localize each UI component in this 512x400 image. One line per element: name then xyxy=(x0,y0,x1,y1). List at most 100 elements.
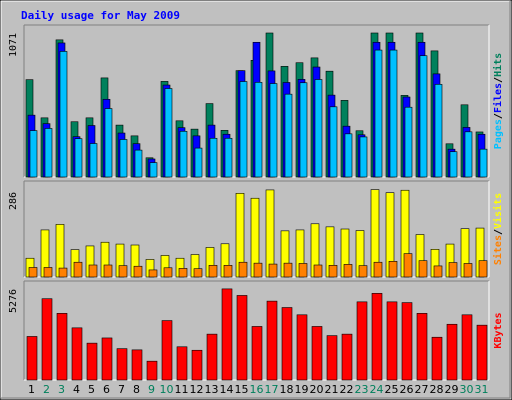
kbytes-bar-6 xyxy=(101,337,113,381)
x-label-day-6: 6 xyxy=(103,383,110,396)
sites-bar-24 xyxy=(373,261,383,278)
x-label-day-12: 12 xyxy=(190,383,204,396)
chart-panels: 1071Pages/Files/Hits286Sites/Visits5276K… xyxy=(8,24,504,381)
x-label-day-8: 8 xyxy=(133,383,140,396)
sites-bar-13 xyxy=(208,265,218,278)
kbytes-bar-28 xyxy=(431,336,443,381)
kbytes-bar-15 xyxy=(236,295,248,381)
legend-sites: Sites xyxy=(492,235,504,265)
kbytes-bar-19 xyxy=(296,314,308,381)
x-label-day-13: 13 xyxy=(205,383,219,396)
x-label-day-29: 29 xyxy=(445,383,459,396)
x-label-day-16: 16 xyxy=(250,383,264,396)
pages-bar-2 xyxy=(44,128,53,178)
sites-bar-2 xyxy=(43,267,53,278)
x-label-day-5: 5 xyxy=(88,383,95,396)
pages-bar-5 xyxy=(89,143,98,178)
pages-bar-7 xyxy=(119,139,128,178)
panel-1-legend: Sites/Visits xyxy=(492,193,504,265)
kbytes-bar-10 xyxy=(161,320,173,381)
legend-hits: Hits xyxy=(492,53,504,77)
sites-bar-28 xyxy=(433,265,443,278)
kbytes-bar-4 xyxy=(71,327,83,381)
panel-0-y-max-label: 1071 xyxy=(8,33,19,57)
legend-separator: / xyxy=(493,113,504,119)
sites-bar-25 xyxy=(388,261,398,278)
pages-bar-13 xyxy=(209,137,218,178)
sites-bar-16 xyxy=(253,262,263,278)
pages-bar-3 xyxy=(59,51,68,178)
x-label-day-28: 28 xyxy=(430,383,444,396)
sites-bar-23 xyxy=(358,265,368,278)
kbytes-bar-13 xyxy=(206,333,218,381)
kbytes-bar-29 xyxy=(446,323,458,381)
pages-bar-17 xyxy=(269,83,278,178)
kbytes-bar-5 xyxy=(86,342,98,381)
pages-bar-25 xyxy=(389,49,398,178)
sites-bar-21 xyxy=(328,265,338,278)
pages-bar-31 xyxy=(479,148,488,178)
x-label-day-21: 21 xyxy=(325,383,339,396)
kbytes-bar-3 xyxy=(56,313,68,381)
pages-bar-12 xyxy=(194,147,203,178)
pages-bar-9 xyxy=(149,162,158,178)
panel-2-y-max-label: 5276 xyxy=(8,289,19,313)
sites-bar-31 xyxy=(478,260,488,278)
panel-2-legend: KBytes xyxy=(493,312,504,348)
x-label-day-4: 4 xyxy=(73,383,80,396)
panel-1-y-max-label: 286 xyxy=(8,192,19,210)
kbytes-bar-16 xyxy=(251,326,263,381)
pages-bar-4 xyxy=(74,138,83,178)
sites-bar-27 xyxy=(418,260,428,278)
x-label-day-2: 2 xyxy=(43,383,50,396)
legend-kbytes: KBytes xyxy=(493,312,504,348)
pages-bar-19 xyxy=(299,82,308,178)
pages-bar-16 xyxy=(254,82,263,178)
pages-bar-14 xyxy=(224,137,233,178)
kbytes-bar-8 xyxy=(131,349,143,381)
kbytes-bar-30 xyxy=(461,314,473,381)
sites-bar-18 xyxy=(283,262,293,278)
x-label-day-19: 19 xyxy=(295,383,309,396)
pages-bar-27 xyxy=(419,55,428,178)
pages-bar-6 xyxy=(104,108,113,178)
x-label-day-1: 1 xyxy=(28,383,35,396)
x-label-day-27: 27 xyxy=(415,383,429,396)
x-label-day-30: 30 xyxy=(460,383,474,396)
x-axis-labels: 1 2 3 4 5 6 7 8 9 10 11 12 13 14 15 16 17 18 19 20 21 22 23 24 2… xyxy=(28,383,489,396)
pages-bar-20 xyxy=(314,79,323,178)
kbytes-bar-21 xyxy=(326,335,338,381)
kbytes-bar-31 xyxy=(476,324,488,381)
kbytes-bar-26 xyxy=(401,302,413,381)
pages-bar-29 xyxy=(449,151,458,178)
kbytes-bar-1 xyxy=(26,336,38,381)
sites-bar-10 xyxy=(163,267,173,278)
x-label-day-9: 9 xyxy=(148,383,155,396)
legend-separator: / xyxy=(493,229,504,235)
legend-separator: / xyxy=(493,77,504,83)
x-label-day-20: 20 xyxy=(310,383,324,396)
sites-bar-20 xyxy=(313,264,323,278)
legend-pages: Pages xyxy=(493,119,504,149)
sites-bar-12 xyxy=(193,268,203,278)
sites-bar-1 xyxy=(28,267,38,278)
sites-bar-4 xyxy=(73,261,83,278)
legend-visits: Visits xyxy=(492,193,504,229)
x-label-day-10: 10 xyxy=(160,383,174,396)
pages-bar-30 xyxy=(464,131,473,178)
sites-bar-17 xyxy=(268,263,278,278)
sites-bar-5 xyxy=(88,264,98,278)
x-label-day-11: 11 xyxy=(175,383,189,396)
pages-bar-10 xyxy=(164,88,173,178)
x-label-day-15: 15 xyxy=(235,383,249,396)
pages-bar-11 xyxy=(179,130,188,178)
pages-bar-1 xyxy=(29,130,38,178)
panel-0-legend: Pages/Files/Hits xyxy=(492,53,504,149)
sites-bar-8 xyxy=(133,265,143,278)
sites-bar-11 xyxy=(178,268,188,278)
kbytes-bar-20 xyxy=(311,326,323,381)
x-label-day-23: 23 xyxy=(355,383,369,396)
x-label-day-18: 18 xyxy=(280,383,294,396)
kbytes-bar-11 xyxy=(176,346,188,381)
